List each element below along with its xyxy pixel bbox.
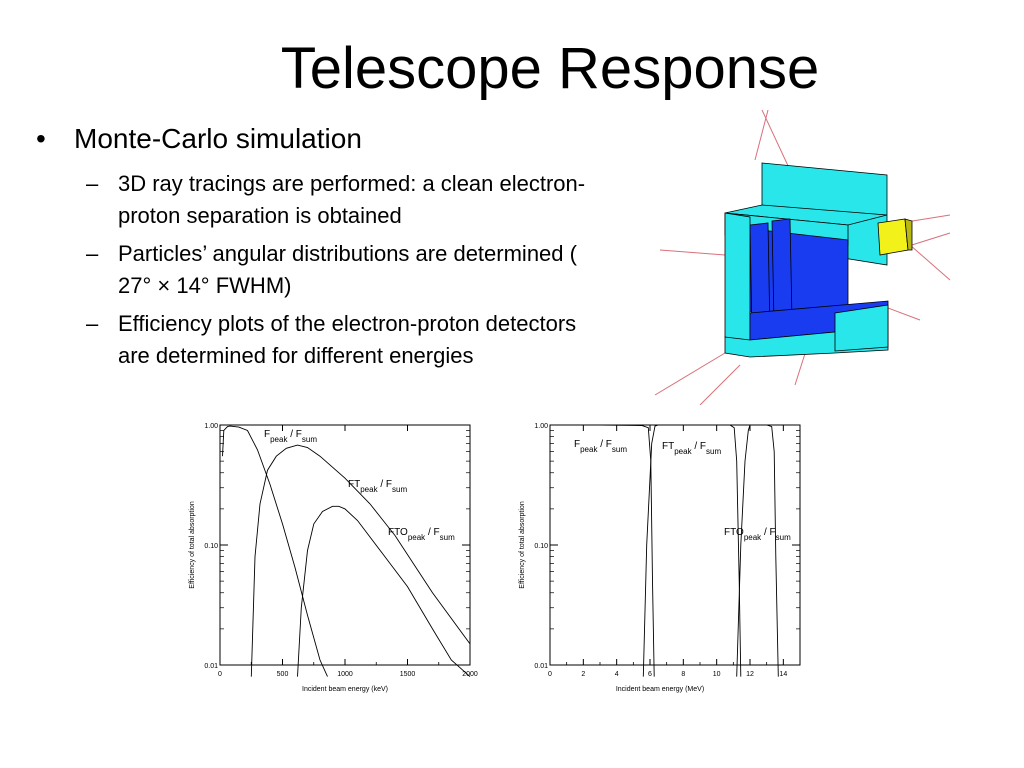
bullet-marker: • (36, 123, 46, 154)
axis-ticks: 0 500 1000 1500 2000 1.00 0.10 0.01 (204, 423, 478, 678)
yellow-detector (877, 218, 909, 256)
dash-marker: – (86, 241, 99, 266)
x-axis-label: Incident beam energy (keV) (302, 686, 388, 693)
dash-marker: – (86, 171, 99, 196)
series-group (551, 424, 779, 677)
ray-trace (909, 244, 951, 281)
x-tick-label: 1500 (400, 671, 416, 678)
x-tick-label: 2000 (462, 671, 478, 678)
subbullet: –3D ray tracings are performed: a clean … (86, 168, 606, 232)
absorber-plate (771, 218, 793, 324)
y-tick-label: 0.01 (534, 663, 548, 670)
efficiency-chart-kev: 0 500 1000 1500 2000 1.00 0.10 0.01 Fpeak / Fsu… (189, 423, 478, 693)
subbullet-text: 3D ray tracings are performed: a clean e… (118, 171, 586, 228)
y-axis-label: Efficiency of total absorption (519, 501, 526, 589)
subbullet-text: Particles’ angular distributions are det… (118, 241, 577, 298)
x-tick-label: 1000 (337, 671, 353, 678)
ray-trace (654, 349, 731, 396)
series-line-0 (222, 425, 328, 677)
dash-marker: – (86, 311, 99, 336)
subbullet-list: –3D ray tracings are performed: a clean … (86, 168, 606, 378)
series-line-2 (736, 424, 779, 677)
series-group (222, 425, 471, 677)
curve-label-ft: FTpeak / Fsum (348, 479, 407, 494)
series-line-1 (642, 424, 742, 677)
efficiency-chart-mev: 0 2 4 6 8 10 12 14 1.00 0.10 0.01 Fpeak / Fsum FTp… (519, 423, 801, 693)
ray-trace (699, 364, 741, 405)
ray-trace (761, 109, 791, 171)
bottom-front-block (834, 304, 889, 352)
y-axis-label: Efficiency of total absorption (189, 501, 196, 589)
series-line-2 (297, 505, 471, 677)
x-tick-label: 12 (746, 671, 754, 678)
series-line-0 (551, 424, 655, 677)
ray-trace (754, 109, 769, 161)
curve-label-fto: FTOpeak / Fsum (724, 527, 791, 542)
left-face (724, 212, 751, 351)
yellow-detector-side (904, 218, 913, 251)
detector-illustration (654, 109, 951, 405)
y-tick-label: 0.01 (204, 663, 218, 670)
x-tick-label: 4 (615, 671, 619, 678)
y-tick-label: 0.10 (204, 543, 218, 550)
axis-ticks: 0 2 4 6 8 10 12 14 1.00 0.10 0.01 (534, 423, 800, 678)
subbullet: – Particles’ angular distributions are de… (86, 238, 606, 302)
curve-label-ft: FTpeak / Fsum (662, 441, 721, 456)
x-tick-label: 6 (648, 671, 652, 678)
x-tick-label: 0 (548, 671, 552, 678)
x-tick-label: 0 (218, 671, 222, 678)
x-tick-label: 2 (581, 671, 585, 678)
main-bullet: • Monte-Carlo simulation (36, 122, 362, 156)
curve-label-f: Fpeak / Fsum (264, 429, 317, 444)
series-line-1 (250, 444, 471, 677)
detector-body (724, 162, 913, 358)
slide-title: Telescope Response (280, 36, 820, 101)
curve-label-fto: FTOpeak / Fsum (388, 527, 455, 542)
y-tick-label: 0.10 (534, 543, 548, 550)
plot-frame (549, 424, 801, 666)
x-tick-label: 14 (779, 671, 787, 678)
ray-trace (659, 249, 726, 256)
x-axis-label: Incident beam energy (MeV) (616, 686, 704, 693)
x-tick-label: 8 (681, 671, 685, 678)
y-tick-label: 1.00 (204, 423, 218, 430)
bullet-text: Monte-Carlo simulation (74, 123, 362, 154)
curve-label-f: Fpeak / Fsum (574, 439, 627, 454)
subbullet-text: Efficiency plots of the electron-proton … (118, 311, 577, 368)
y-tick-label: 1.00 (534, 423, 548, 430)
x-tick-label: 500 (277, 671, 289, 678)
subbullet: – Efficiency plots of the electron-proton… (86, 308, 606, 372)
x-tick-label: 10 (713, 671, 721, 678)
